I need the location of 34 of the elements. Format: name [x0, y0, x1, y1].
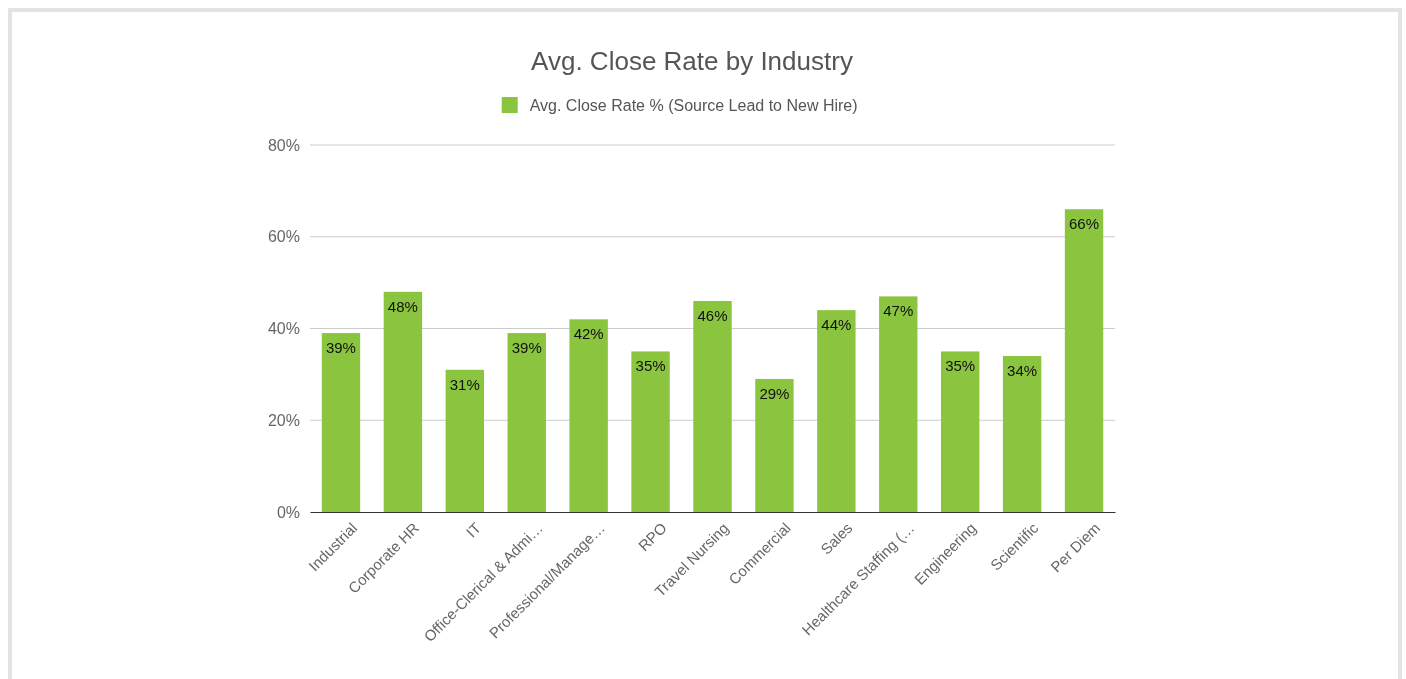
- data-label: 35%: [945, 357, 976, 375]
- data-label: 66%: [1069, 215, 1100, 233]
- bar: [507, 333, 546, 512]
- chart-title: Avg. Close Rate by Industry: [531, 46, 853, 76]
- y-tick-label: 80%: [267, 136, 300, 154]
- y-tick-label: 60%: [267, 228, 300, 246]
- y-tick-label: 40%: [267, 320, 300, 338]
- data-label: 39%: [511, 339, 542, 357]
- bar: [321, 333, 361, 512]
- data-label: 35%: [635, 357, 666, 375]
- data-label: 31%: [449, 375, 480, 393]
- x-tick-label: IT: [462, 519, 485, 541]
- bar: [941, 351, 980, 512]
- legend-label: Avg. Close Rate % (Source Lead to New Hire): [529, 97, 858, 114]
- bar: [755, 378, 794, 512]
- data-label: 39%: [325, 339, 356, 357]
- bar: [879, 296, 918, 512]
- y-tick-label: 20%: [267, 411, 300, 429]
- bar: [631, 351, 670, 512]
- bar: [693, 300, 732, 512]
- data-label: 48%: [387, 297, 418, 315]
- bar: [383, 291, 423, 512]
- bar: [1002, 356, 1042, 512]
- data-label: 34%: [1007, 362, 1038, 380]
- data-label: 46%: [697, 306, 728, 324]
- data-label: 47%: [883, 302, 914, 320]
- data-label: 42%: [573, 325, 604, 343]
- data-label: 29%: [759, 384, 790, 402]
- bar: [569, 319, 608, 512]
- y-tick-label: 0%: [276, 503, 300, 521]
- data-label: 44%: [821, 316, 852, 334]
- bar: [817, 310, 856, 512]
- bar: [445, 369, 484, 512]
- bar: [1064, 209, 1104, 512]
